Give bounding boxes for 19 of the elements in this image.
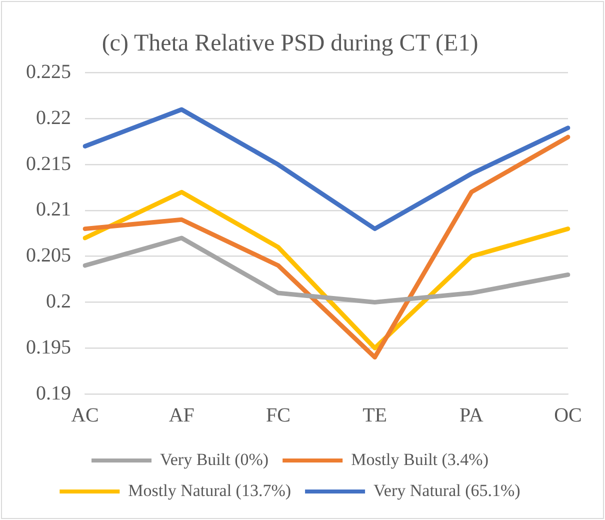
y-tick-label: 0.215 <box>26 152 71 175</box>
x-tick-label: PA <box>460 404 484 426</box>
y-tick-label: 0.2 <box>46 290 71 312</box>
y-tick-label: 0.19 <box>36 382 71 404</box>
legend-label: Very Built (0%) <box>160 450 269 469</box>
legend-label: Mostly Natural (13.7%) <box>128 480 292 500</box>
y-tick-label: 0.21 <box>36 198 71 221</box>
chart-title: (c) Theta Relative PSD during CT (E1) <box>102 30 478 57</box>
y-tick-label: 0.225 <box>26 61 71 84</box>
x-tick-label: AC <box>71 404 99 426</box>
x-tick-label: FC <box>266 404 290 426</box>
legend-label: Very Natural (65.1%) <box>374 480 520 500</box>
x-tick-label: TE <box>362 404 388 426</box>
x-tick-label: OC <box>554 404 582 426</box>
x-tick-label: AF <box>168 404 194 426</box>
y-tick-label: 0.22 <box>36 106 71 129</box>
y-tick-label: 0.205 <box>26 244 71 267</box>
legend-label: Mostly Built (3.4%) <box>351 450 489 469</box>
y-tick-label: 0.195 <box>26 336 71 358</box>
